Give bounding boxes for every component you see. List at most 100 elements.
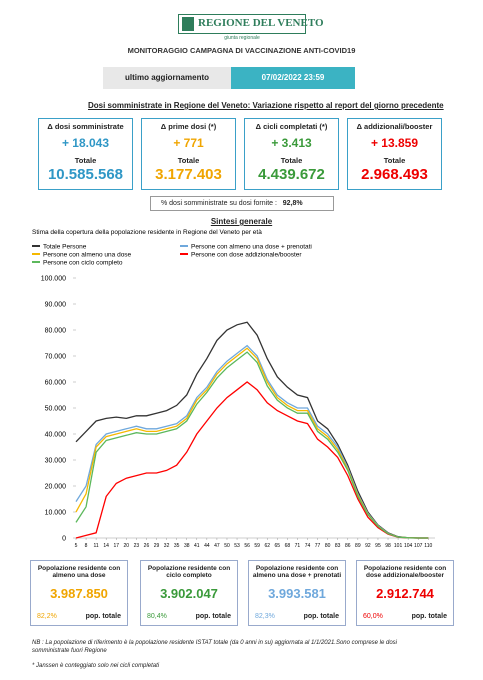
legend-label: Totale Persone [43,243,87,250]
card-label: Δ dosi somministrate [47,122,124,131]
series-line [75,344,429,539]
ratio-box: % dosi somministrate su dosi fornite : 9… [150,196,334,211]
y-tick-label: 50.000 [45,406,67,413]
chart: Stima della copertura della popolazione … [32,229,435,549]
x-tick-label: 50 [224,543,230,549]
card-total-label: Totale [383,156,406,165]
legend-label: Persone con almeno una dose + prenotati [191,243,312,250]
bottom-card-value: 2.912.744 [376,585,434,601]
page-title: MONITORAGGIO CAMPAGNA DI VACCINAZIONE AN… [127,46,356,55]
x-tick-label: 98 [385,543,391,549]
card-delta: + 13.859 [370,136,419,150]
chart-title: Stima della copertura della popolazione … [32,229,262,236]
x-tick-label: 68 [285,543,291,549]
bottom-card-value: 3.902.047 [160,585,218,601]
logo-icon [182,17,194,31]
x-tick-label: 74 [305,543,311,549]
x-tick-label: 101 [394,543,403,549]
x-tick-label: 110 [424,543,432,549]
bottom-card-value: 3.993.581 [268,585,326,601]
note: NB : La popolazione di riferimento è la … [32,640,398,654]
x-tick-label: 20 [124,543,130,549]
y-tick-label: 0 [62,536,66,543]
bottom-card: Popolazione residente con almeno una dos… [30,560,128,626]
x-tick-label: 77 [315,543,321,549]
x-tick-label: 14 [103,543,109,549]
bottom-card-label: Popolazione residente con dose addiziona… [363,565,447,580]
bottom-card-pct: 60,0% [363,613,383,620]
y-tick-label: 30.000 [45,458,67,465]
card-delta: + 771 [173,136,204,150]
update-label: ultimo aggiornamento [103,67,231,89]
ratio-value: 92,8% [282,200,303,207]
y-tick-label: 20.000 [45,484,67,491]
x-tick-label: 89 [355,543,361,549]
card: Δ prime dosi (*) + 771 Totale 3.177.403 [141,118,236,190]
x-tick-label: 17 [113,543,119,549]
x-tick-label: 23 [134,543,140,549]
y-tick-label: 90.000 [45,302,67,309]
bottom-card-label: Popolazione residente con ciclo completo [147,565,231,580]
legend-label: Persone con almeno una dose [43,251,132,258]
y-tick-label: 60.000 [45,380,67,387]
card-label: Δ addizionali/booster [356,122,433,131]
bottom-card: Popolazione residente con dose addiziona… [356,560,454,626]
bottom-card-label: Popolazione residente con almeno una dos… [252,565,342,580]
bottom-card-pop: pop. totale [85,613,121,620]
card-total-label: Totale [280,156,303,165]
x-tick-label: 65 [275,543,281,549]
card-delta: + 18.043 [61,136,110,150]
ratio-label: % dosi somministrate su dosi fornite : [161,200,277,207]
x-tick-label: 35 [174,543,180,549]
card: Δ addizionali/booster + 13.859 Totale 2.… [347,118,442,190]
legend-label: Persone con dose addizionale/booster [191,251,302,258]
bottom-card-label: Popolazione residente con almeno una dos… [37,565,121,580]
x-tick-label: 62 [264,543,270,549]
bottom-card-pop: pop. totale [303,613,339,620]
y-tick-label: 80.000 [45,328,67,335]
bottom-card-value: 3.987.850 [50,585,108,601]
card-delta: + 3.413 [271,136,312,150]
update-value: 07/02/2022 23:59 [231,67,355,89]
y-tick-label: 70.000 [45,354,67,361]
x-tick-label: 38 [184,543,190,549]
card-label: Δ cicli completati (*) [255,122,328,131]
card-total: 3.177.403 [155,166,222,183]
bottom-card-pop: pop. totale [411,613,447,620]
logo-sub: giunta regionale [224,35,260,41]
legend-label: Persone con ciclo completo [43,259,123,266]
x-tick-label: 26 [144,543,150,549]
card-label: Δ prime dosi (*) [160,122,217,131]
section-title: Dosi somministrate in Regione del Veneto… [88,101,444,110]
series-line [75,381,429,539]
note: * Janssen è conteggiato solo nei cicli c… [32,663,160,669]
x-tick-label: 5 [75,543,78,549]
x-tick-label: 86 [345,543,351,549]
card-total-label: Totale [177,156,200,165]
series-line [75,347,429,539]
card-total-label: Totale [74,156,97,165]
x-tick-label: 32 [164,543,170,549]
bottom-card: Popolazione residente con almeno una dos… [248,560,346,626]
bottom-card: Popolazione residente con ciclo completo… [140,560,238,626]
x-tick-label: 92 [365,543,371,549]
card-total: 4.439.672 [258,166,325,183]
x-tick-label: 44 [204,543,210,549]
bottom-card-pop: pop. totale [195,613,231,620]
x-tick-label: 56 [244,543,250,549]
x-tick-label: 83 [335,543,341,549]
card-total: 2.968.493 [361,166,428,183]
series-line [75,351,429,539]
x-tick-label: 47 [214,543,220,549]
bottom-card-pct: 82,3% [255,613,275,620]
y-tick-label: 100.000 [41,276,66,283]
x-tick-label: 8 [85,543,88,549]
card: Δ cicli completati (*) + 3.413 Totale 4.… [244,118,339,190]
x-tick-label: 107 [414,543,423,549]
x-tick-label: 104 [404,543,413,549]
x-tick-label: 53 [234,543,240,549]
x-tick-label: 59 [254,543,260,549]
logo-text: REGIONE DEL VENETO [198,17,324,29]
x-tick-label: 95 [375,543,381,549]
